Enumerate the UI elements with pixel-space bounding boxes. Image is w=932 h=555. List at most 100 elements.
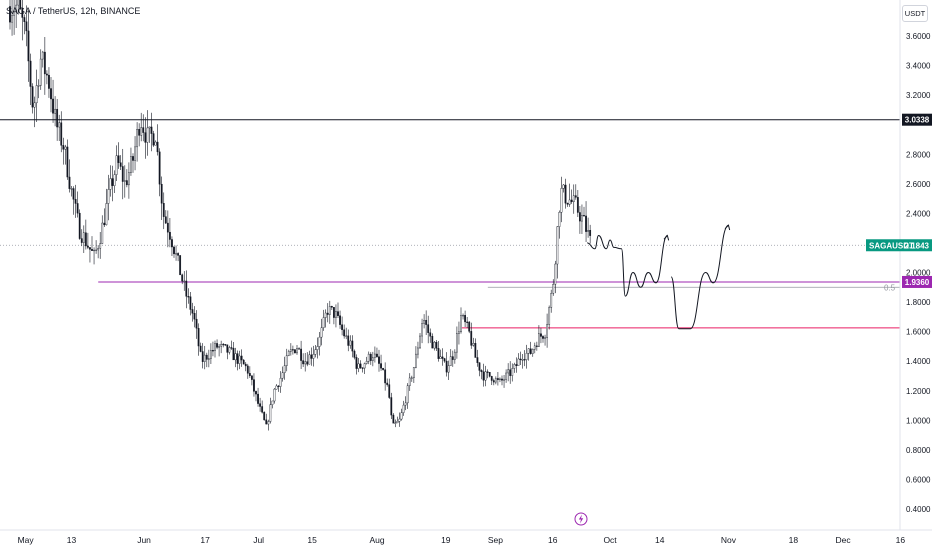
candle-body (50, 88, 52, 100)
candle (439, 349, 442, 359)
candles-layer (9, 0, 592, 431)
candle-body (371, 357, 374, 361)
candle (31, 83, 34, 114)
candle (191, 302, 194, 322)
candle (246, 363, 249, 379)
candle-body (392, 414, 395, 424)
lightning-icon[interactable] (574, 512, 588, 526)
candle-body (91, 249, 93, 251)
candle-body (62, 145, 65, 150)
symbol-title: SAGA / TetherUS, 12h, BINANCE (6, 6, 141, 16)
candle-body (261, 406, 264, 413)
candle-body (68, 176, 71, 189)
fib-level-label: 0.5 (884, 283, 896, 292)
candle (255, 390, 257, 402)
price-tick-label: 1.4000 (906, 357, 931, 366)
candle (343, 324, 346, 339)
candle (458, 321, 460, 345)
candle (185, 270, 188, 309)
candle-body (33, 102, 36, 108)
resistance-price-label: 3.0338 (902, 113, 932, 126)
candle (222, 343, 225, 348)
candle (472, 337, 475, 347)
candle-body (103, 222, 106, 226)
candle (415, 346, 417, 369)
candle (33, 96, 36, 128)
candle-body (425, 320, 428, 325)
candle (97, 245, 100, 259)
candle (552, 279, 555, 296)
price-tick-label: 3.6000 (906, 32, 931, 41)
candle (242, 359, 245, 365)
candle (142, 114, 145, 142)
candle (374, 346, 376, 363)
candle-body (470, 331, 473, 346)
candle (570, 189, 573, 204)
candle (109, 165, 112, 197)
candle-body (300, 348, 302, 361)
candle-body (298, 348, 300, 350)
candle-body (31, 86, 34, 108)
candle (283, 356, 286, 380)
candle (205, 352, 208, 368)
candle (460, 307, 462, 334)
candle (533, 342, 536, 354)
price-axis[interactable]: 3.6000 3.4000 3.2000 2.8000 2.6000 2.4000 2.00… (866, 0, 932, 530)
candle (447, 360, 450, 380)
candle (398, 412, 401, 427)
candle (361, 367, 364, 373)
candle-body (54, 108, 57, 114)
candle-body (121, 166, 124, 182)
candle-body (166, 222, 169, 233)
candle-body (519, 358, 522, 360)
candle-body (445, 360, 448, 373)
candle-body (234, 353, 237, 361)
candle (443, 357, 446, 363)
candle-body (195, 318, 198, 329)
candle-body (490, 376, 493, 381)
candle-body (271, 400, 274, 405)
price-tick-label: 3.2000 (906, 91, 931, 100)
candle (261, 400, 264, 414)
candle-body (132, 156, 134, 161)
currency-button[interactable]: USDT (902, 5, 928, 22)
time-axis[interactable]: May 13 Jun 17 Jul 15 Aug 19 Sep 16 Oct 14 Nov 18 Dec 16 (0, 529, 932, 545)
candle (431, 333, 434, 349)
candle (412, 366, 415, 384)
candle-body (400, 412, 403, 420)
candle-body (343, 329, 346, 337)
candle (576, 190, 579, 217)
candle (248, 366, 251, 378)
candle-body (527, 348, 530, 354)
candle-body (433, 341, 436, 349)
candle-body (328, 306, 331, 315)
candle-body (201, 351, 204, 362)
candle-body (589, 230, 592, 236)
candle (314, 344, 317, 358)
price-tick-label: 3.4000 (906, 62, 931, 71)
candle-body (275, 385, 278, 390)
candle-body (583, 215, 585, 217)
candle-body (558, 212, 561, 227)
candle-body (144, 132, 147, 143)
candle-body (374, 353, 376, 358)
candle-body (535, 345, 538, 347)
candle (525, 344, 528, 369)
candle (437, 340, 440, 362)
candle-body (396, 420, 399, 424)
candle-body (367, 353, 370, 362)
candle (349, 335, 352, 349)
candle (138, 123, 141, 147)
candle-body (324, 312, 327, 318)
candle-body (226, 344, 229, 353)
candle-body (236, 353, 239, 364)
candle (189, 291, 192, 316)
candle-body (472, 343, 475, 346)
candle (546, 313, 549, 348)
candle-body (302, 360, 305, 365)
candle-body (269, 404, 272, 422)
support-price-label: 1.9360 (902, 275, 932, 288)
candle (287, 349, 290, 357)
